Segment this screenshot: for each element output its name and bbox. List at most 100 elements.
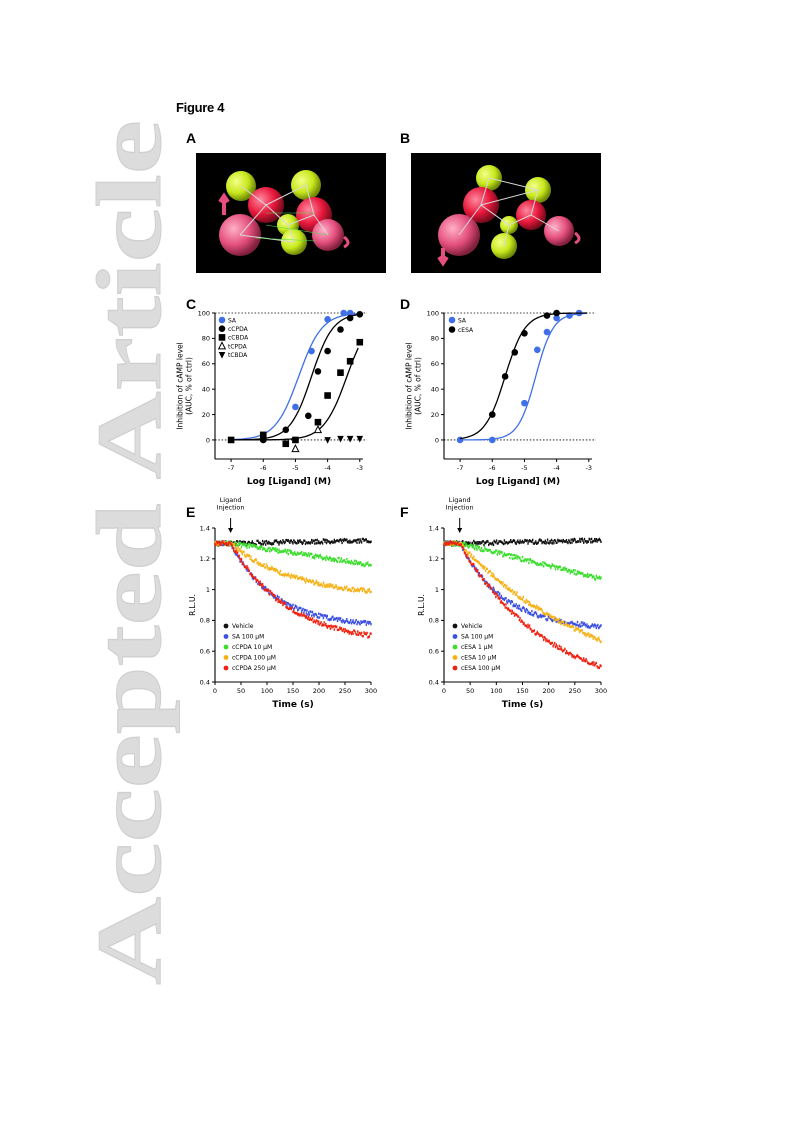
data-point [356, 338, 364, 346]
x-tick-label: 300 [595, 687, 607, 695]
legend-label: cESA 100 μM [461, 665, 500, 672]
x-tick-label: 100 [490, 687, 502, 695]
data-point [488, 436, 496, 444]
data-point [291, 443, 300, 453]
injection-arrow-head [457, 528, 463, 533]
panel-label-a: A [186, 130, 197, 146]
fit-curve [231, 347, 359, 441]
y-tick-label: 40 [431, 385, 439, 393]
y-axis-label: Inhibition of cAMP level(AUC, % of ctrl) [176, 342, 194, 429]
panel-label-d: D [400, 296, 411, 312]
y-tick-label: 80 [431, 335, 439, 343]
series-tCBDA: tCBDA [218, 352, 364, 444]
y-axis-label: R.L.U. [188, 594, 197, 616]
legend-label: cCPDA 250 μM [232, 665, 276, 672]
x-tick-label: -5 [292, 464, 298, 472]
y-tick-label: 0.4 [200, 678, 210, 686]
legend-marker [223, 655, 229, 660]
legend-marker [223, 634, 229, 639]
data-trace [443, 540, 602, 581]
data-point [511, 349, 519, 356]
data-point [534, 346, 541, 354]
data-point [346, 357, 354, 365]
y-tick-label: 1.2 [429, 555, 439, 563]
data-point [305, 412, 312, 420]
y-axis-label: Inhibition of cAMP level(AUC, % of ctrl) [405, 342, 423, 429]
data-point [521, 330, 528, 337]
data-point [337, 369, 344, 376]
data-point [337, 326, 344, 333]
y-tick-label: 1 [435, 586, 439, 594]
y-tick-label: 20 [202, 411, 210, 419]
legend-marker [448, 316, 456, 324]
legend-marker [452, 623, 458, 629]
x-axis-label: Time (s) [272, 700, 313, 710]
x-tick-label: 100 [261, 687, 273, 695]
panel-label-b: B [400, 130, 411, 146]
legend-marker [452, 634, 458, 639]
x-tick-label: 150 [516, 687, 528, 695]
legend-marker [452, 665, 458, 671]
y-tick-label: 0 [435, 436, 439, 444]
legend-label: Vehicle [232, 623, 254, 630]
legend-label: SA [228, 317, 237, 324]
x-tick-label: -4 [553, 464, 559, 472]
chart-f: 0 50 100 150 200 250 300 0.4 0.6 0.8 1 1.2 1.4 Time (… [417, 496, 607, 710]
y-tick-label: 1.4 [200, 524, 210, 532]
data-point [282, 440, 290, 448]
series-cESA 100 μM: cESA 100 μM [443, 540, 602, 672]
series-cCPDA 100 μM: cCPDA 100 μM [214, 540, 372, 662]
y-tick-label: 100 [198, 309, 210, 317]
legend-marker [223, 623, 229, 629]
y-tick-label: 60 [431, 360, 439, 368]
injection-annotation: Ligand Injection [217, 496, 245, 511]
data-point [259, 431, 267, 439]
y-tick-label: 0.6 [429, 648, 439, 656]
data-point [282, 426, 290, 434]
legend-label: cESA 1 μM [461, 644, 493, 651]
fit-curve [231, 313, 359, 441]
x-tick-label: -4 [324, 464, 330, 472]
legend-label: cCBDA [228, 335, 249, 342]
legend-marker [218, 325, 226, 333]
chart-c: -7 -6 -5 -4 -3 0 20 40 60 80 100 Log [Ligand] (M) In… [176, 309, 367, 487]
y-tick-label: 80 [202, 335, 210, 343]
legend-label: cCPDA 100 μM [232, 655, 276, 662]
data-point [566, 312, 573, 319]
y-tick-label: 0.6 [200, 648, 210, 656]
panel-label-c: C [186, 296, 197, 312]
injection-annotation: Ligand Injection [446, 496, 474, 511]
data-point [314, 368, 322, 375]
x-tick-label: 0 [213, 687, 217, 695]
legend-marker [452, 655, 458, 660]
x-tick-label: -7 [228, 464, 234, 472]
data-point [313, 424, 323, 434]
legend-marker [452, 644, 458, 650]
x-tick-label: 250 [569, 687, 581, 695]
data-point [346, 435, 354, 443]
data-trace [214, 540, 372, 594]
data-point [340, 309, 347, 317]
x-tick-label: 200 [542, 687, 554, 695]
legend-label: cESA [458, 327, 474, 334]
data-point [488, 411, 496, 418]
legend-label: cCPDA 10 μM [232, 644, 272, 651]
y-tick-label: 0 [206, 436, 210, 444]
series-cCPDA 250 μM: cCPDA 250 μM [214, 540, 372, 672]
data-point [314, 418, 322, 426]
y-tick-label: 0.8 [200, 617, 210, 625]
legend-label: SA 100 μM [461, 634, 493, 641]
x-tick-label: 0 [442, 687, 446, 695]
y-tick-label: 0.4 [429, 678, 439, 686]
legend-marker [218, 316, 226, 324]
panel-label-f: F [400, 504, 409, 520]
data-point [543, 328, 551, 336]
series-cCBDA: cCBDA [218, 334, 364, 448]
series-cCPDA: cCPDA [218, 310, 364, 444]
data-point [553, 314, 560, 322]
y-tick-label: 40 [202, 385, 210, 393]
legend-label: tCPDA [228, 343, 248, 350]
x-tick-label: -7 [457, 464, 463, 472]
x-tick-label: -5 [521, 464, 527, 472]
legend-marker [218, 352, 226, 359]
